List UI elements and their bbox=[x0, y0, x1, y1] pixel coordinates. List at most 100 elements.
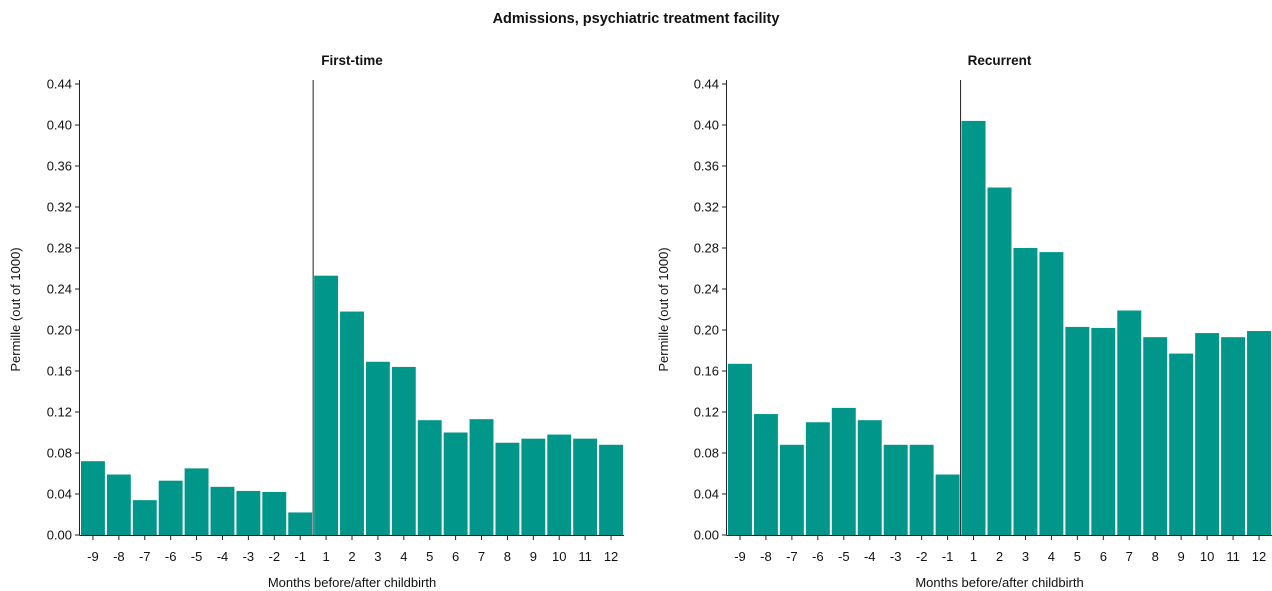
x-tick-label: 10 bbox=[552, 549, 566, 564]
y-axis-label: Permille (out of 1000) bbox=[8, 247, 23, 371]
bar bbox=[1065, 326, 1090, 535]
y-tick-label: 0.40 bbox=[694, 118, 719, 133]
bar bbox=[469, 419, 494, 535]
y-tick-label: 0.16 bbox=[694, 364, 719, 379]
bar bbox=[417, 420, 442, 535]
bar bbox=[1117, 310, 1142, 535]
x-tick-label: 9 bbox=[530, 549, 537, 564]
bar bbox=[909, 444, 934, 535]
x-tick-label: -3 bbox=[890, 549, 902, 564]
x-tick-label: 1 bbox=[322, 549, 329, 564]
bar bbox=[262, 491, 287, 535]
bar bbox=[1247, 331, 1271, 535]
y-tick-label: 0.28 bbox=[47, 241, 72, 256]
bar bbox=[1013, 248, 1038, 535]
bar bbox=[1195, 333, 1220, 535]
x-tick-label: 9 bbox=[1178, 549, 1185, 564]
x-tick-label: 4 bbox=[1048, 549, 1055, 564]
x-tick-label: -8 bbox=[113, 549, 125, 564]
bar bbox=[443, 432, 468, 535]
bar bbox=[391, 366, 416, 535]
bar bbox=[106, 474, 131, 535]
bar bbox=[883, 444, 908, 535]
bar bbox=[158, 480, 183, 535]
bar bbox=[132, 500, 157, 535]
x-tick-label: 11 bbox=[578, 549, 592, 564]
y-tick-label: 0.44 bbox=[47, 77, 72, 92]
x-tick-label: 5 bbox=[426, 549, 433, 564]
bar bbox=[340, 311, 364, 535]
x-tick-label: -2 bbox=[269, 549, 281, 564]
x-axis-label: Months before/after childbirth bbox=[915, 575, 1083, 590]
y-tick-label: 0.20 bbox=[694, 323, 719, 338]
y-tick-label: 0.20 bbox=[47, 323, 72, 338]
bar bbox=[573, 438, 598, 535]
bar bbox=[236, 490, 261, 535]
bar bbox=[521, 438, 546, 535]
y-tick-label: 0.00 bbox=[694, 528, 719, 543]
bar bbox=[1143, 337, 1168, 535]
bar bbox=[288, 512, 313, 535]
bar bbox=[1169, 353, 1194, 535]
bar bbox=[753, 414, 778, 535]
x-tick-label: -2 bbox=[916, 549, 928, 564]
x-tick-label: -8 bbox=[760, 549, 772, 564]
bar bbox=[210, 486, 235, 535]
bar bbox=[1221, 337, 1246, 535]
bar bbox=[1039, 252, 1064, 535]
x-tick-label: -4 bbox=[217, 549, 229, 564]
x-tick-label: 1 bbox=[970, 549, 977, 564]
bar bbox=[184, 468, 209, 536]
x-tick-label: -9 bbox=[87, 549, 99, 564]
bar bbox=[935, 474, 960, 535]
y-tick-label: 0.32 bbox=[694, 200, 719, 215]
panel-subtitle: Recurrent bbox=[968, 53, 1032, 68]
x-tick-label: -7 bbox=[786, 549, 798, 564]
y-tick-label: 0.36 bbox=[694, 159, 719, 174]
y-tick-label: 0.12 bbox=[694, 405, 719, 420]
x-tick-label: -6 bbox=[812, 549, 824, 564]
y-tick-label: 0.16 bbox=[47, 364, 72, 379]
x-tick-label: 11 bbox=[1226, 549, 1240, 564]
y-tick-label: 0.44 bbox=[694, 77, 719, 92]
x-tick-label: -7 bbox=[139, 549, 151, 564]
x-tick-label: 8 bbox=[504, 549, 511, 564]
y-tick-label: 0.08 bbox=[47, 446, 72, 461]
y-tick-label: 0.04 bbox=[694, 487, 719, 502]
y-tick-label: 0.08 bbox=[694, 446, 719, 461]
x-tick-label: 6 bbox=[1100, 549, 1107, 564]
y-tick-label: 0.32 bbox=[47, 200, 72, 215]
bar bbox=[1091, 327, 1116, 535]
y-tick-label: 0.12 bbox=[47, 405, 72, 420]
panel-recurrent: Recurrent 0.00 0.04 0.08 0.12 0.16 0.20 0.24 0.2… bbox=[656, 53, 1272, 590]
bar bbox=[547, 434, 572, 535]
x-tick-label: 4 bbox=[400, 549, 407, 564]
x-tick-label: 8 bbox=[1152, 549, 1159, 564]
y-tick-label: 0.24 bbox=[47, 282, 72, 297]
y-tick-label: 0.04 bbox=[47, 487, 72, 502]
x-tick-label: 7 bbox=[478, 549, 485, 564]
bar bbox=[81, 461, 105, 535]
bar bbox=[831, 407, 856, 535]
bar bbox=[779, 444, 804, 535]
x-tick-label: 3 bbox=[1022, 549, 1029, 564]
x-tick-label: 2 bbox=[996, 549, 1003, 564]
y-tick-label: 0.28 bbox=[694, 241, 719, 256]
y-axis-label: Permille (out of 1000) bbox=[656, 247, 671, 371]
y-tick-label: 0.36 bbox=[47, 159, 72, 174]
bar bbox=[805, 422, 830, 535]
x-tick-label: 6 bbox=[452, 549, 459, 564]
x-tick-label: 2 bbox=[348, 549, 355, 564]
bar bbox=[728, 363, 752, 535]
bar bbox=[857, 420, 882, 535]
x-axis-label: Months before/after childbirth bbox=[268, 575, 436, 590]
x-tick-label: -3 bbox=[243, 549, 255, 564]
x-tick-label: 10 bbox=[1200, 549, 1214, 564]
bar bbox=[961, 120, 986, 536]
bar bbox=[987, 187, 1012, 535]
x-tick-label: -4 bbox=[864, 549, 876, 564]
y-tick-label: 0.40 bbox=[47, 118, 72, 133]
bar bbox=[495, 442, 520, 535]
x-tick-label: 7 bbox=[1126, 549, 1133, 564]
